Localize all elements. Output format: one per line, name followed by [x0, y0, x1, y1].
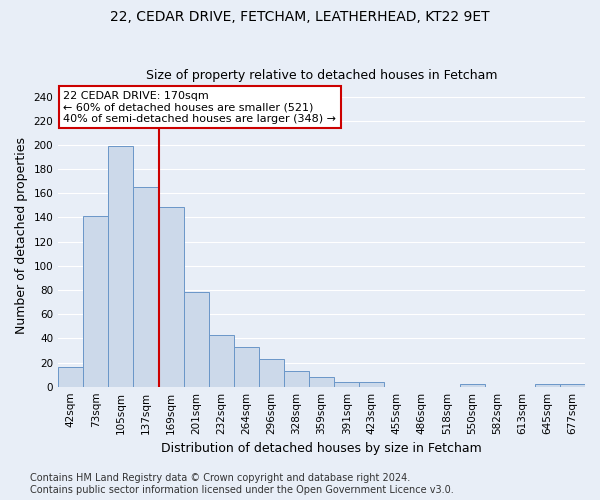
- Title: Size of property relative to detached houses in Fetcham: Size of property relative to detached ho…: [146, 69, 497, 82]
- Bar: [234, 347, 259, 387]
- Y-axis label: Number of detached properties: Number of detached properties: [15, 137, 28, 334]
- Text: 22, CEDAR DRIVE, FETCHAM, LEATHERHEAD, KT22 9ET: 22, CEDAR DRIVE, FETCHAM, LEATHERHEAD, K…: [110, 10, 490, 24]
- Bar: [83, 216, 109, 386]
- Bar: [460, 384, 485, 386]
- Bar: [158, 206, 184, 386]
- Text: Contains HM Land Registry data © Crown copyright and database right 2024.
Contai: Contains HM Land Registry data © Crown c…: [30, 474, 454, 495]
- Bar: [209, 334, 234, 386]
- Bar: [58, 368, 83, 386]
- Bar: [334, 382, 359, 386]
- Bar: [535, 384, 560, 386]
- Bar: [359, 382, 385, 386]
- Bar: [560, 384, 585, 386]
- Bar: [184, 292, 209, 386]
- Bar: [309, 377, 334, 386]
- Bar: [259, 359, 284, 386]
- Bar: [133, 188, 158, 386]
- Bar: [284, 371, 309, 386]
- Bar: [109, 146, 133, 386]
- Text: 22 CEDAR DRIVE: 170sqm
← 60% of detached houses are smaller (521)
40% of semi-de: 22 CEDAR DRIVE: 170sqm ← 60% of detached…: [64, 90, 337, 124]
- X-axis label: Distribution of detached houses by size in Fetcham: Distribution of detached houses by size …: [161, 442, 482, 455]
